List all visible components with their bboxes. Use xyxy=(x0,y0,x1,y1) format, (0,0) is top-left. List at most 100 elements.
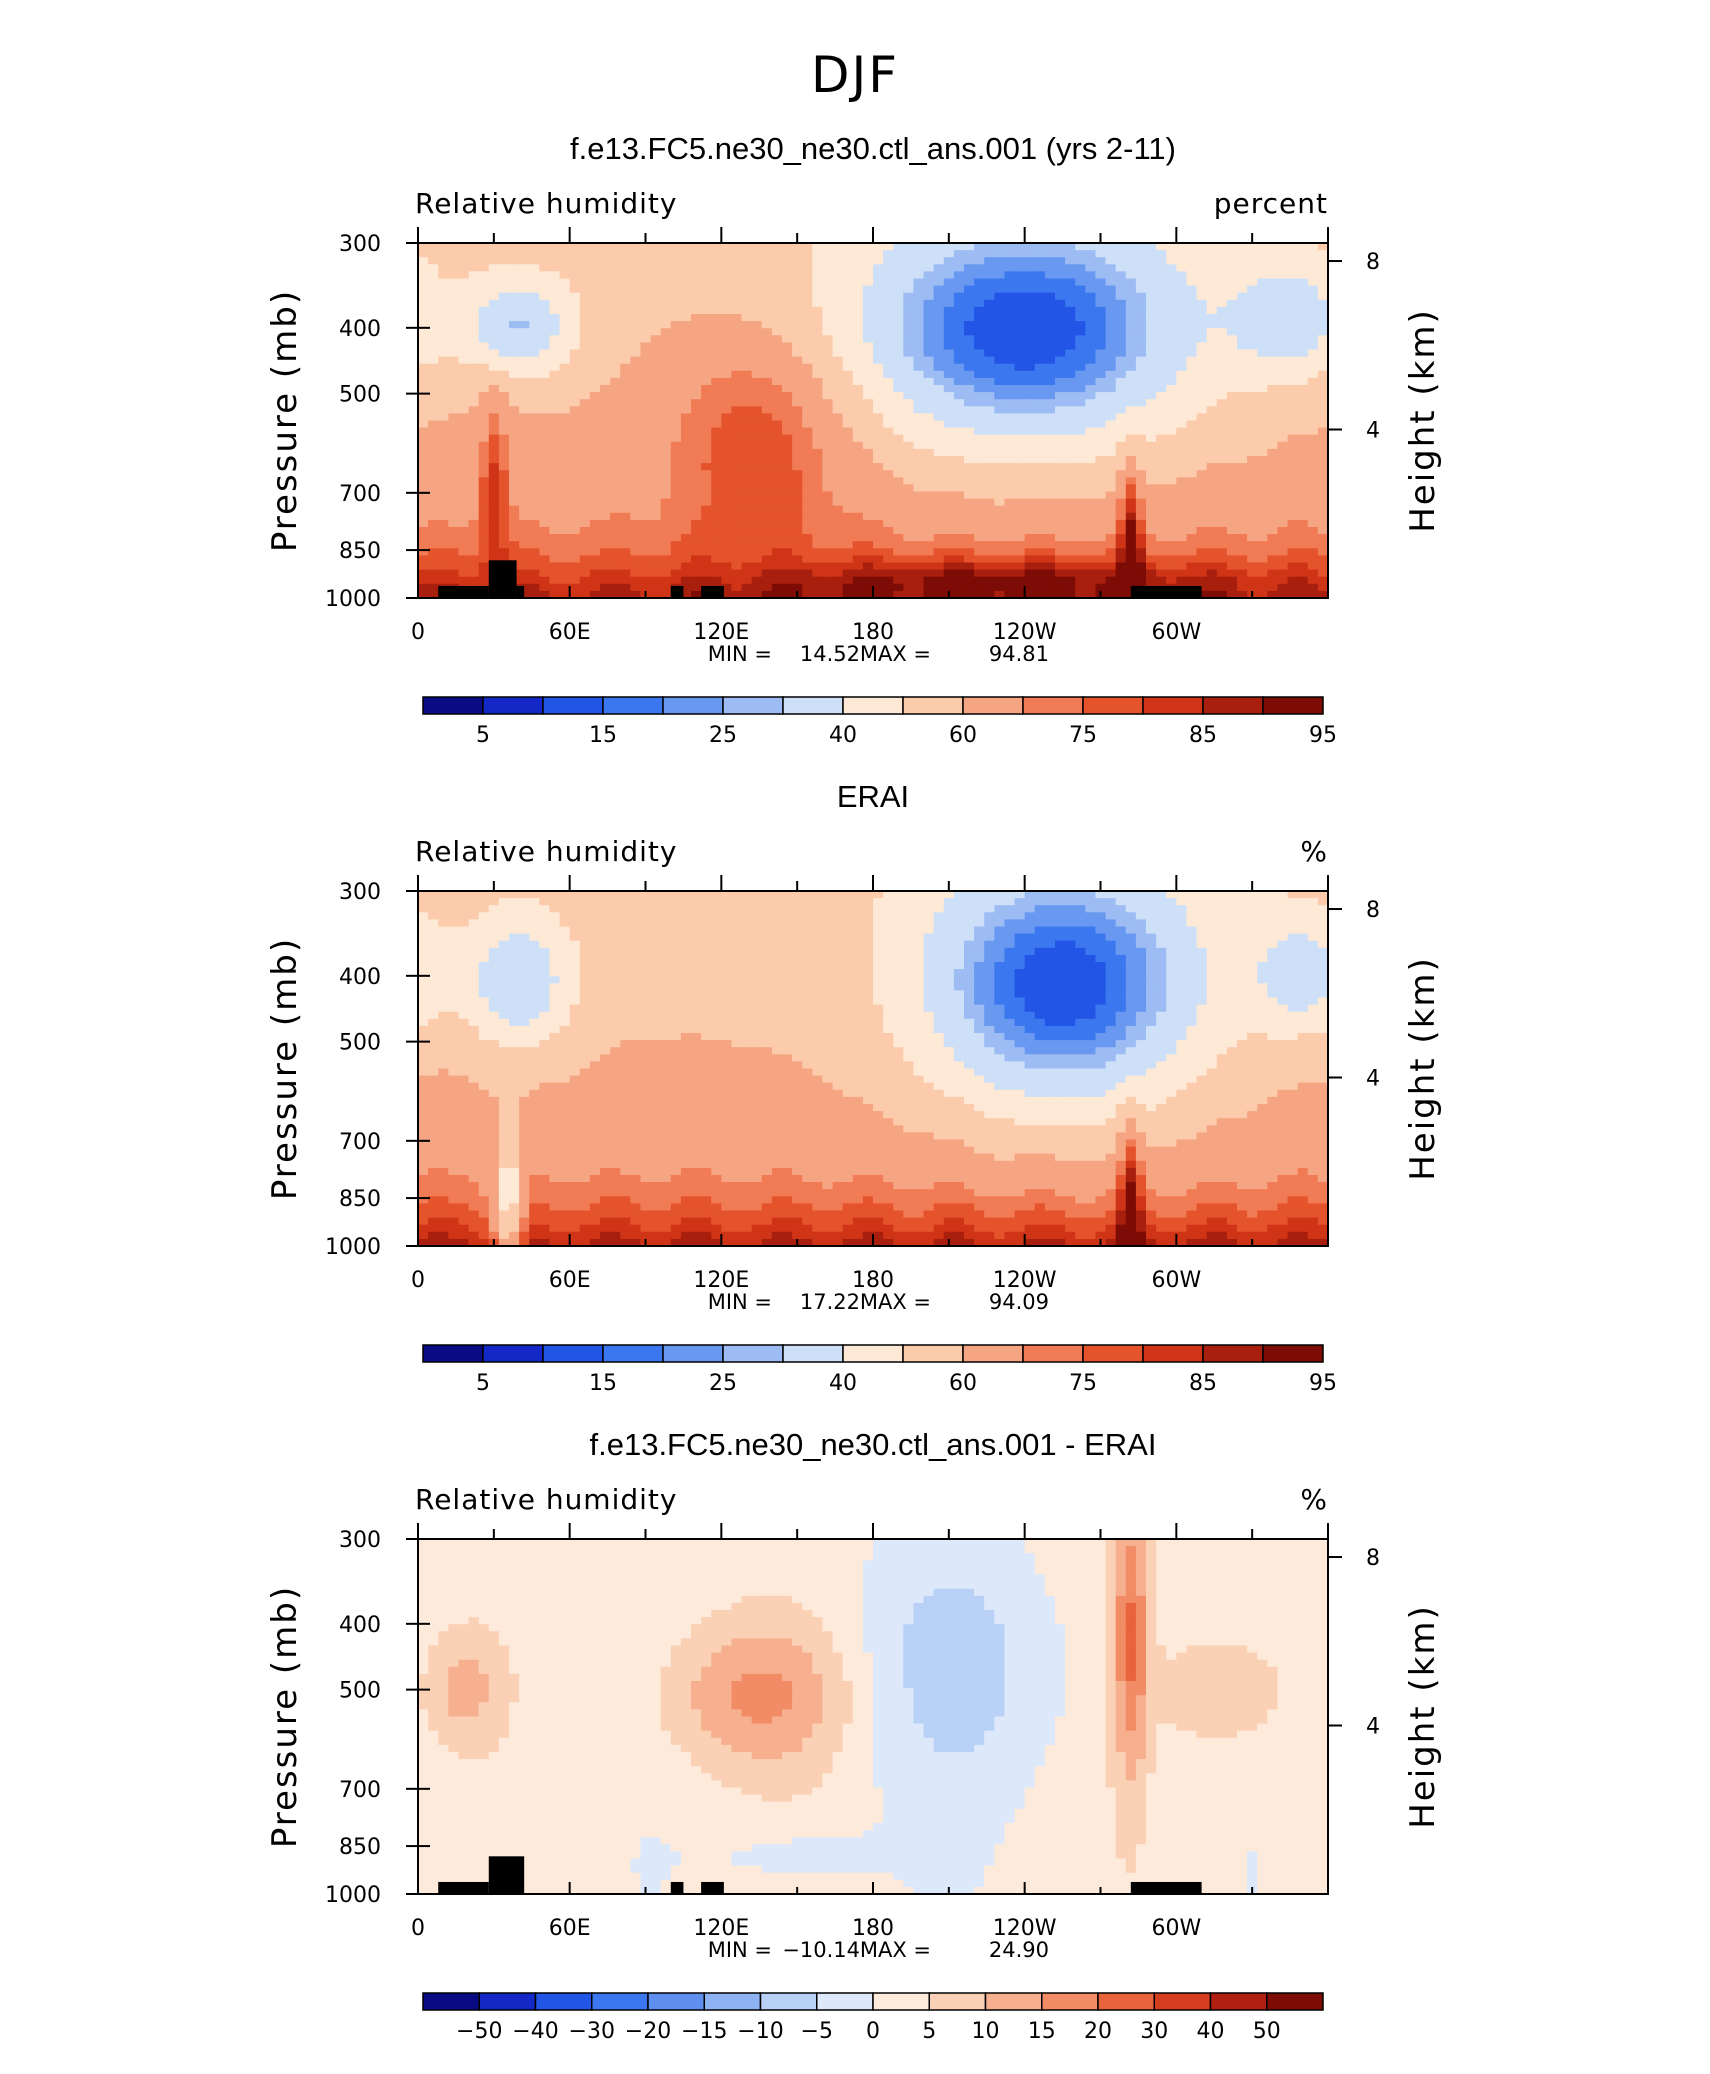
field-cell xyxy=(802,569,813,578)
field-cell xyxy=(883,477,894,485)
field-cell xyxy=(1095,562,1107,571)
field-cell xyxy=(903,527,915,535)
field-cell xyxy=(1287,299,1299,308)
field-cell xyxy=(1297,519,1309,528)
field-cell xyxy=(630,905,642,913)
field-cell xyxy=(478,463,490,471)
field-cell xyxy=(721,519,733,528)
field-cell xyxy=(1247,314,1258,322)
field-cell xyxy=(1014,891,1026,899)
colorbar: 5 15 25 40 60 75 85 95 xyxy=(422,696,1337,748)
field-cell xyxy=(893,576,904,585)
field-cell xyxy=(994,512,1006,521)
y2-axis-title: Height (km) xyxy=(1403,308,1443,533)
field-cell xyxy=(1055,363,1066,372)
field-cell xyxy=(478,328,490,336)
field-cell xyxy=(1257,392,1268,400)
field-cell xyxy=(761,548,773,556)
field-cell xyxy=(862,363,874,372)
field-cell xyxy=(589,406,601,414)
field-cell xyxy=(478,335,490,343)
field-cell xyxy=(1044,905,1056,913)
field-cell xyxy=(650,434,662,443)
field-cell xyxy=(1166,349,1177,358)
field-cell xyxy=(448,399,460,407)
field-cell xyxy=(600,898,611,906)
field-cell xyxy=(660,898,672,906)
field-cell xyxy=(1085,321,1097,329)
field-cell xyxy=(1216,555,1228,564)
field-cell xyxy=(974,370,985,379)
field-cell xyxy=(893,534,904,542)
field-cell xyxy=(883,534,894,542)
field-cell xyxy=(610,257,621,265)
field-cell xyxy=(650,534,662,542)
field-cell xyxy=(1115,562,1127,571)
field-cell xyxy=(1095,427,1107,436)
field-cell xyxy=(640,363,652,372)
field-cell xyxy=(1034,484,1046,493)
field-cell xyxy=(782,505,793,514)
field-cell xyxy=(539,377,551,386)
field-cell xyxy=(1014,392,1026,400)
field-cell xyxy=(792,477,803,485)
field-cell xyxy=(509,285,520,294)
field-cell xyxy=(832,377,844,386)
field-cell xyxy=(782,470,793,478)
field-cell xyxy=(1055,583,1066,592)
field-cell xyxy=(711,548,722,556)
field-cell xyxy=(1317,342,1329,351)
field-cell xyxy=(1216,456,1228,464)
field-cell xyxy=(923,491,935,500)
field-cell xyxy=(438,491,449,500)
field-cell xyxy=(751,406,763,414)
field-cell xyxy=(660,569,672,578)
field-cell xyxy=(862,321,874,329)
field-cell xyxy=(1024,456,1036,464)
field-cell xyxy=(488,406,500,414)
field-cell xyxy=(1044,243,1056,251)
field-cell xyxy=(984,470,995,478)
field-cell xyxy=(1115,512,1127,521)
field-cell xyxy=(1247,399,1258,407)
field-cell xyxy=(1267,250,1279,258)
field-cell xyxy=(428,891,439,899)
field-cell xyxy=(1317,392,1329,400)
field-cell xyxy=(438,406,449,414)
field-cell xyxy=(539,363,551,372)
field-cell xyxy=(1297,321,1309,329)
field-cell xyxy=(428,306,439,315)
field-cell xyxy=(1024,512,1036,521)
field-cell xyxy=(933,512,945,521)
field-cell xyxy=(1277,356,1289,365)
field-cell xyxy=(883,328,894,336)
field-cell xyxy=(771,898,783,906)
field-cell xyxy=(1277,470,1289,478)
field-cell xyxy=(782,519,793,528)
field-cell xyxy=(1115,285,1127,294)
field-cell xyxy=(680,905,692,913)
field-cell xyxy=(620,519,631,528)
field-cell xyxy=(579,548,591,556)
field-cell xyxy=(873,406,884,414)
field-cell xyxy=(610,264,621,272)
field-cell xyxy=(974,448,985,457)
field-cell xyxy=(1277,264,1289,272)
field-cell xyxy=(1166,278,1177,287)
field-cell xyxy=(1125,519,1137,528)
field-cell xyxy=(862,583,874,592)
field-cell xyxy=(1287,377,1299,386)
field-cell xyxy=(1257,349,1268,358)
field-cell xyxy=(1257,420,1268,429)
field-cell xyxy=(569,292,581,301)
field-cell xyxy=(539,420,551,429)
field-cell xyxy=(1226,498,1238,507)
field-cell xyxy=(832,406,844,414)
field-cell xyxy=(832,285,844,294)
field-cell xyxy=(1004,264,1016,272)
field-cell xyxy=(792,427,803,436)
field-cell xyxy=(478,569,490,578)
field-cell xyxy=(1065,250,1076,258)
field-cell xyxy=(1075,306,1086,315)
field-cell xyxy=(1146,271,1157,280)
